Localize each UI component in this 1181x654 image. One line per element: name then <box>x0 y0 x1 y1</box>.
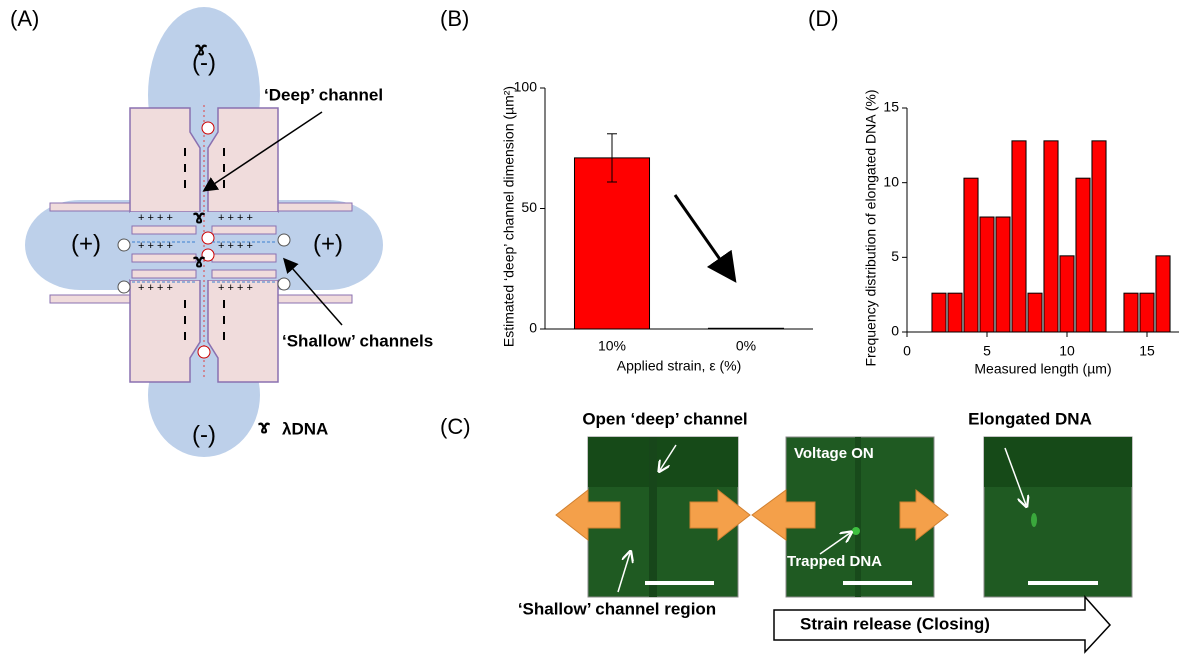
histogram-bar <box>1156 256 1170 332</box>
legend-label: λDNA <box>282 419 328 438</box>
histogram-bar <box>1140 293 1154 332</box>
y-tick-label: 10 <box>883 173 899 189</box>
x-axis-label: Measured length (µm) <box>974 361 1111 377</box>
panel-label: (B) <box>440 6 469 31</box>
panel-label: (A) <box>10 6 39 31</box>
x-tick-label: 15 <box>1139 343 1155 359</box>
y-tick-label: 100 <box>514 79 538 95</box>
svg-text:+ + + +: + + + + <box>138 282 173 294</box>
annotation: Strain release (Closing) <box>800 614 990 633</box>
panel-label: (C) <box>440 414 471 439</box>
annotation: Trapped DNA <box>787 553 882 570</box>
x-tick-label: 0 <box>903 343 911 359</box>
histogram-bar <box>1076 178 1090 332</box>
histogram-bar <box>996 217 1010 332</box>
histogram-bar <box>948 293 962 332</box>
annotation: Open ‘deep’ channel <box>582 409 747 428</box>
figure: (A) (B) (C) (D) + + + + + + + + <box>0 0 1181 654</box>
annotation: Voltage ON <box>794 445 874 462</box>
electrode-label: (+) <box>71 230 101 257</box>
histogram-bar <box>932 293 946 332</box>
trend-arrow <box>675 195 733 278</box>
y-tick-label: 0 <box>891 323 899 339</box>
y-tick-label: 5 <box>891 248 899 264</box>
electrode-label: (-) <box>192 421 216 448</box>
histogram-bar <box>980 217 994 332</box>
histogram-bar <box>1092 141 1106 332</box>
annotation: ‘Shallow’ channels <box>282 331 433 350</box>
x-tick-label: 0% <box>736 338 756 354</box>
annotation: ‘Deep’ channel <box>264 85 383 104</box>
electrode-label: (-) <box>192 49 216 76</box>
histogram-bar <box>1060 256 1074 332</box>
svg-text:+ + + +: + + + + <box>218 212 253 224</box>
histogram-bar <box>1012 141 1026 332</box>
histogram-bar <box>964 178 978 332</box>
electrode-label: (+) <box>313 230 343 257</box>
y-tick-label: 50 <box>521 199 537 215</box>
svg-text:+ + + +: + + + + <box>138 212 173 224</box>
histogram-bar <box>1044 141 1058 332</box>
y-tick-label: 15 <box>883 99 899 115</box>
annotation: ‘Shallow’ channel region <box>518 599 716 618</box>
svg-text:ɤ: ɤ <box>258 416 271 438</box>
bar <box>574 158 649 329</box>
panel-label: (D) <box>808 6 839 31</box>
x-tick-label: 5 <box>983 343 991 359</box>
svg-text:ɤ: ɤ <box>193 206 206 228</box>
x-tick-label: 10 <box>1059 343 1075 359</box>
y-tick-label: 0 <box>529 320 537 336</box>
svg-text:ɤ: ɤ <box>193 250 206 272</box>
x-tick-label: 10% <box>598 338 626 354</box>
histogram-bar <box>1124 293 1138 332</box>
x-axis-label: Applied strain, ε (%) <box>617 358 742 374</box>
y-axis-label: Frequency distribution of elongated DNA … <box>863 89 879 366</box>
annotation: Elongated DNA <box>968 409 1092 428</box>
svg-text:+ + + +: + + + + <box>218 282 253 294</box>
y-axis-label: Estimated ‘deep’ channel dimension (µm²) <box>501 86 517 347</box>
histogram-bar <box>1028 293 1042 332</box>
